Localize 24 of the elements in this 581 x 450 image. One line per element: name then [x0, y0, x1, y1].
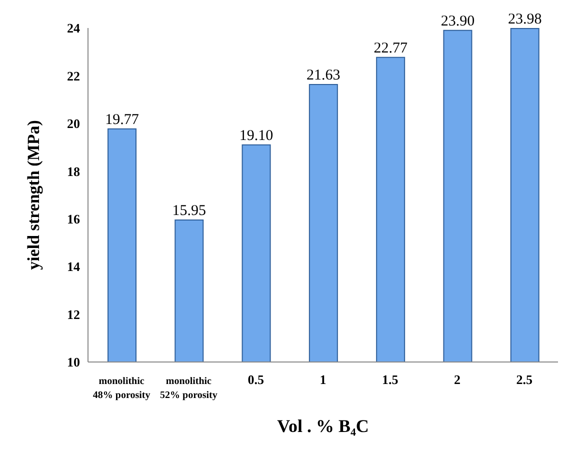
y-tick-label: 14 [67, 259, 80, 274]
y-axis-title: yield strength (MPa) [24, 120, 44, 270]
data-label: 19.77 [105, 112, 140, 128]
x-tick-label: 0.5 [248, 372, 264, 387]
x-tick-label: 2 [454, 372, 461, 387]
y-tick-label: 20 [67, 116, 80, 132]
data-label: 22.77 [374, 40, 408, 56]
y-tick-label: 10 [67, 354, 80, 370]
y-tick-label: 22 [67, 68, 80, 84]
y-tick-label: 18 [67, 164, 80, 179]
data-label: 23.98 [508, 11, 542, 28]
x-tick-label: 2.5 [516, 372, 534, 387]
y-tick-label: 16 [67, 211, 80, 226]
y-tick-label: 12 [67, 306, 80, 322]
x-tick-label: 1 [320, 372, 326, 387]
x-axis-title: Vol . % B₄C [277, 416, 369, 436]
data-label: 15.95 [172, 203, 206, 220]
x-tick-label: monolithic 48% porosity [92, 376, 150, 401]
x-tick-label: monolithic 52% porosity [160, 376, 218, 401]
x-tick-label: 1.5 [382, 372, 399, 387]
y-tick-label: 24 [67, 20, 80, 36]
data-label: 19.10 [239, 128, 274, 144]
data-label: 21.63 [306, 68, 340, 84]
data-label: 23.90 [440, 13, 475, 30]
